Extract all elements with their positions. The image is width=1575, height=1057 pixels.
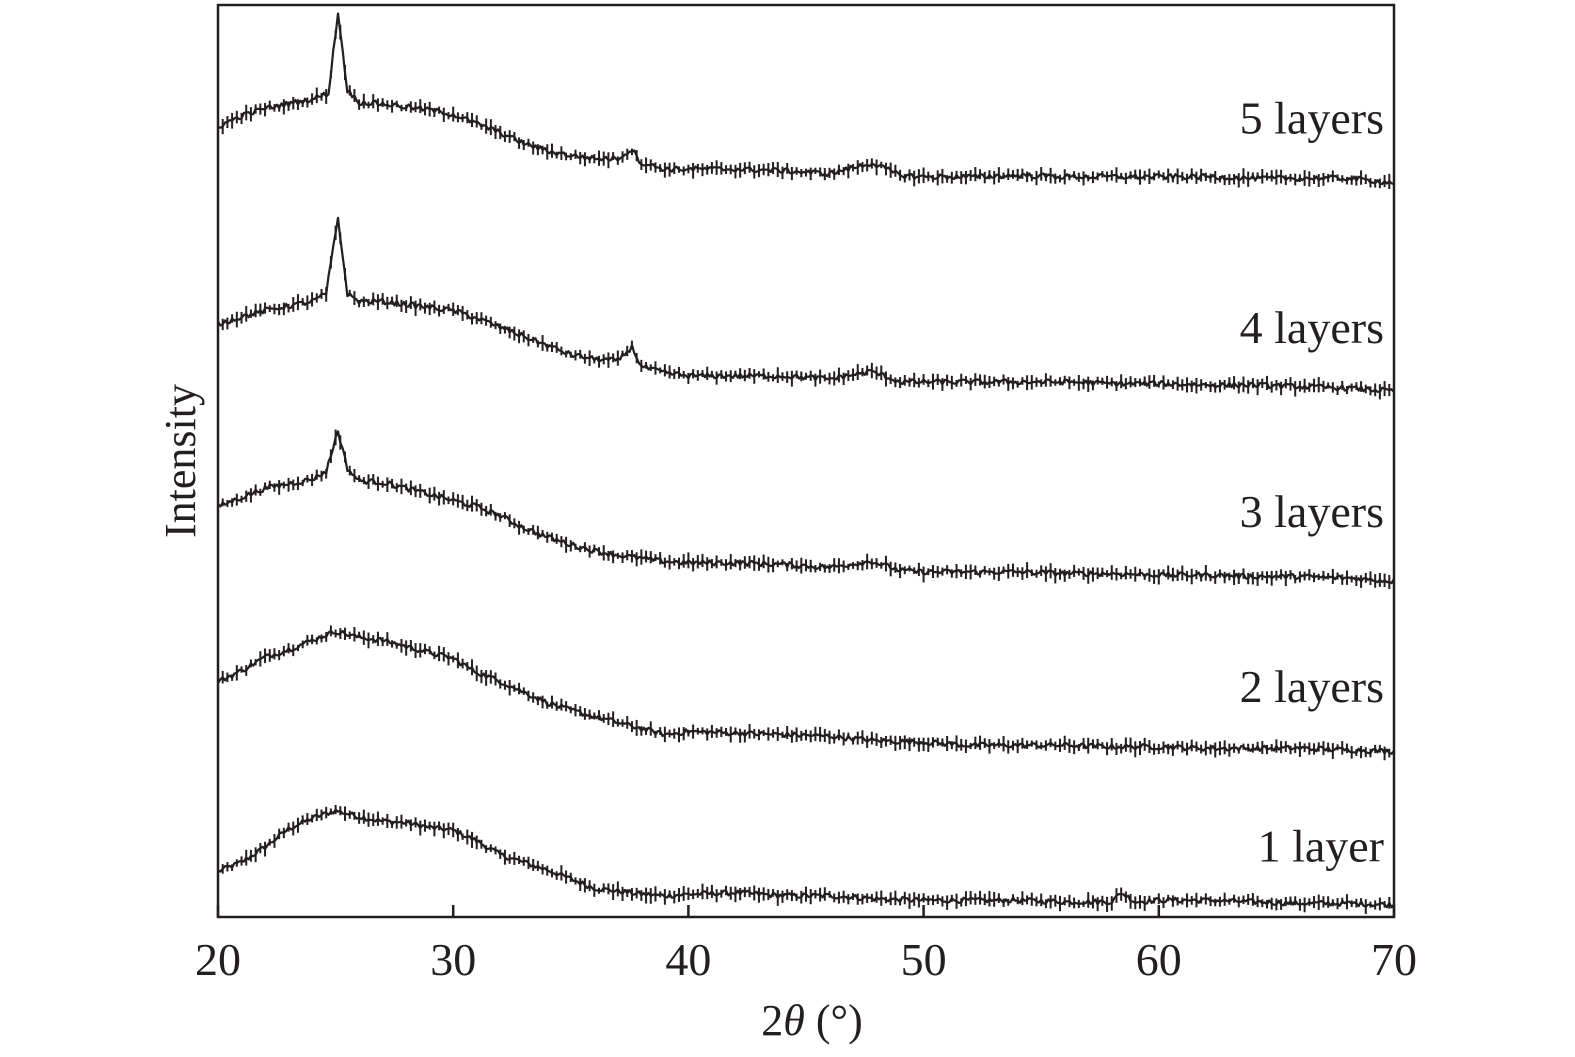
x-axis-title-unit: (°) [805, 996, 863, 1045]
series-4 [217, 216, 1395, 400]
series-label: 3 layers [1240, 486, 1384, 537]
x-axis-title: 2θ (°) [761, 996, 863, 1045]
series-3 [217, 429, 1395, 590]
x-tick-label: 30 [430, 934, 476, 985]
x-tick-label: 50 [901, 934, 947, 985]
series-label: 1 layer [1258, 821, 1384, 872]
x-axis-title-prefix: 2 [761, 996, 783, 1045]
series-1 [217, 804, 1395, 914]
series-labels: 1 layer 2 layers 3 layers 4 layers 5 layers [1240, 92, 1384, 871]
x-tick-label: 40 [665, 934, 711, 985]
plot-frame [216, 3, 1396, 919]
x-tick-label: 70 [1371, 934, 1417, 985]
x-axis-ticks: 20 30 40 50 60 70 [195, 905, 1417, 985]
series-5 [217, 12, 1395, 191]
x-tick-label: 20 [195, 934, 241, 985]
y-axis-title: Intensity [156, 384, 205, 538]
series-label: 5 layers [1240, 92, 1384, 143]
series-2 [217, 625, 1395, 761]
plot-series-group [217, 12, 1395, 914]
series-label: 2 layers [1240, 661, 1384, 712]
x-tick-label: 60 [1136, 934, 1182, 985]
series-line [217, 216, 1395, 393]
series-label: 4 layers [1240, 302, 1384, 353]
series-line [217, 12, 1395, 186]
x-axis-title-symbol: θ [783, 996, 805, 1045]
